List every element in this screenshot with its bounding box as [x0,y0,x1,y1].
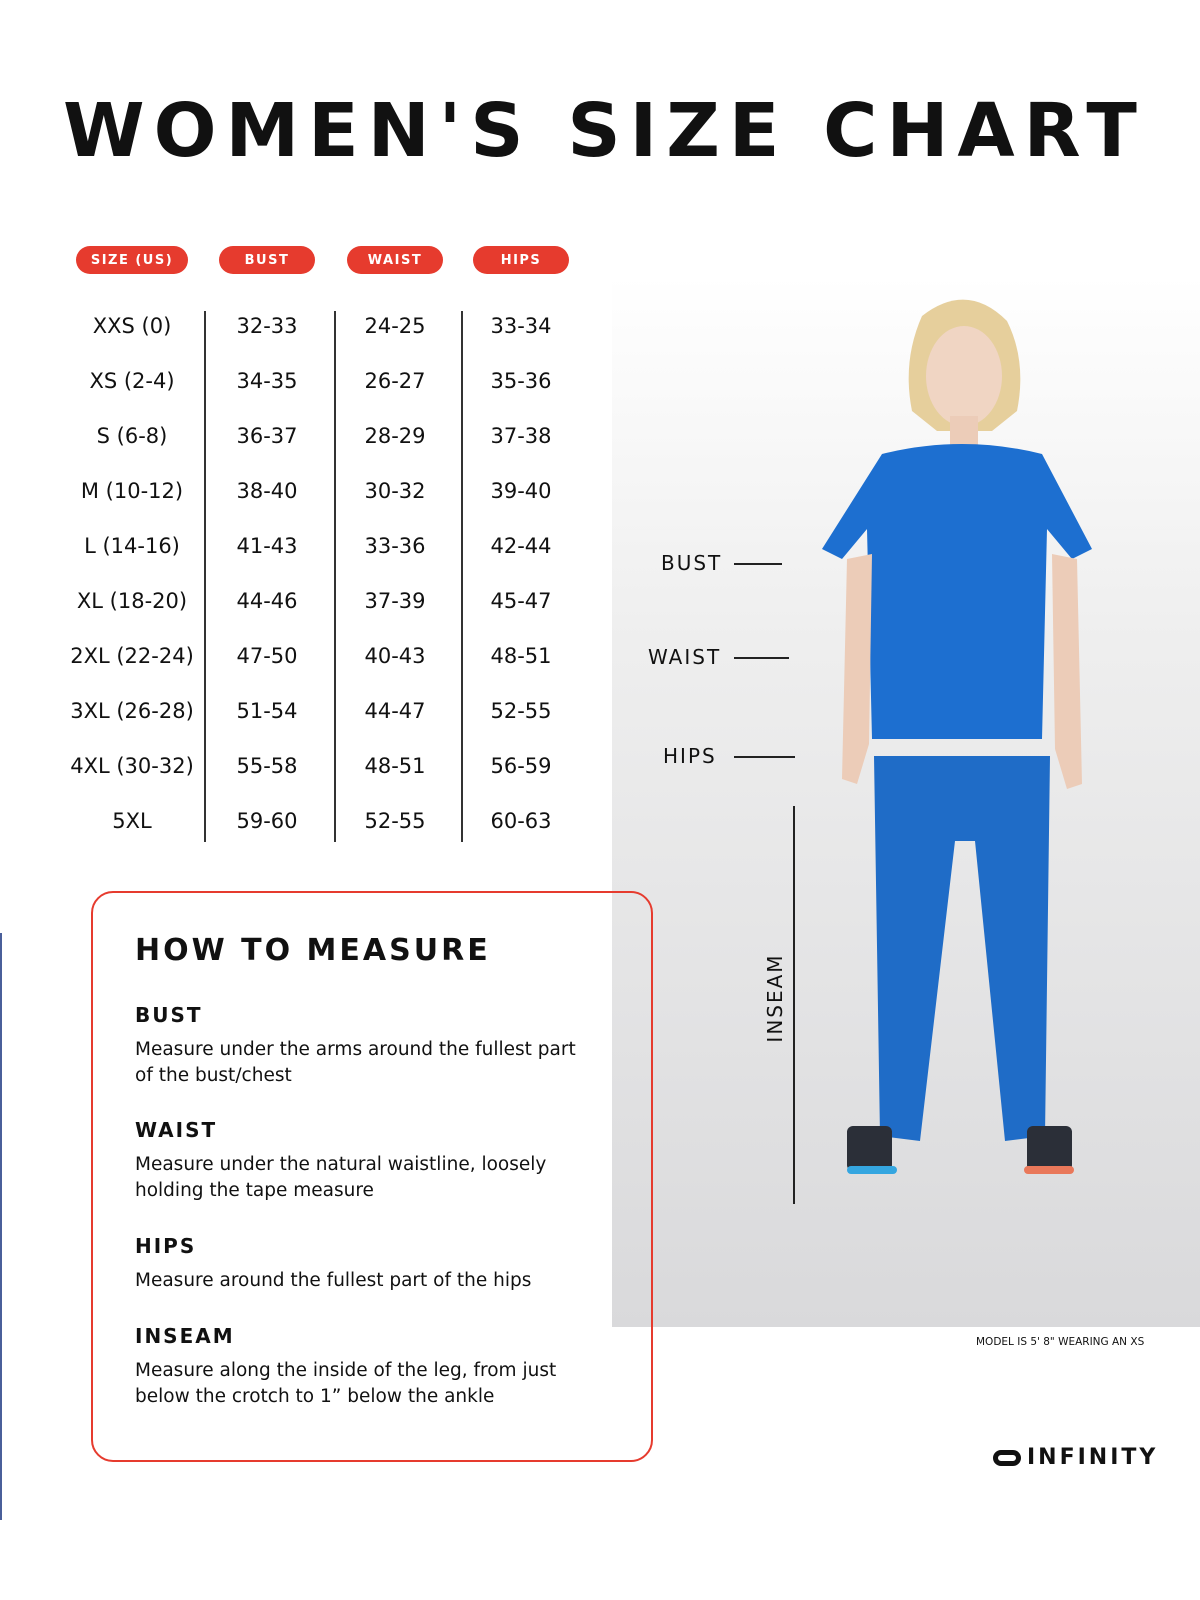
infinity-logo-icon [993,1449,1021,1466]
measurement-cell: 55-58 [236,754,298,778]
section-heading: HIPS [135,1234,197,1258]
measure-section-bust: BUST Measure under the arms around the fu… [135,1003,595,1089]
size-cell: S (6-8) [96,424,168,448]
measurement-cell: 47-50 [236,644,298,668]
measurement-cell: 44-47 [364,699,426,723]
measurement-cell: 51-54 [236,699,298,723]
section-text: Measure along the inside of the leg, fro… [135,1360,557,1407]
brand-name: INFINITY [1027,1445,1159,1470]
model-caption: MODEL IS 5' 8" WEARING AN XS [976,1336,1145,1348]
size-cell: L (14-16) [84,534,180,558]
measurement-cell: 48-51 [364,754,426,778]
measurement-cell: 32-33 [236,314,298,338]
measurement-cell: 37-39 [364,589,426,613]
size-cell: 5XL [112,809,152,833]
column-header-bust: BUST [219,246,315,274]
column-divider [204,311,206,842]
bust-line [734,563,782,565]
left-edge-line [0,933,2,1520]
size-cell: 3XL (26-28) [70,699,194,723]
waist-line [734,657,789,659]
measurement-cell: 30-32 [364,479,426,503]
how-to-measure-box: HOW TO MEASURE BUST Measure under the arm… [91,891,653,1462]
section-text: Measure around the fullest part of the h… [135,1270,532,1291]
how-to-measure-title: HOW TO MEASURE [135,933,491,968]
column-header-size-us: SIZE (US) [76,246,188,274]
section-heading: WAIST [135,1118,218,1142]
measurement-cell: 28-29 [364,424,426,448]
column-divider [461,311,463,842]
measurement-cell: 38-40 [236,479,298,503]
measure-section-waist: WAIST Measure under the natural waistline… [135,1118,595,1204]
measurement-cell: 36-37 [236,424,298,448]
measurement-cell: 33-34 [490,314,552,338]
photo-label-bust: BUST [661,551,723,575]
size-cell: XS (2-4) [89,369,175,393]
measurement-cell: 34-35 [236,369,298,393]
column-header-hips: HIPS [473,246,569,274]
size-cell: XXS (0) [92,314,172,338]
photo-label-hips: HIPS [663,744,717,768]
section-text: Measure under the arms around the fulles… [135,1039,576,1086]
measurement-cell: 48-51 [490,644,552,668]
measurement-cell: 45-47 [490,589,552,613]
measurement-cell: 40-43 [364,644,426,668]
measurement-cell: 52-55 [490,699,552,723]
measurement-cell: 37-38 [490,424,552,448]
size-cell: M (10-12) [80,479,184,503]
measurement-cell: 60-63 [490,809,552,833]
measure-section-hips: HIPS Measure around the fullest part of t… [135,1234,595,1294]
measurement-cell: 33-36 [364,534,426,558]
measurement-cell: 24-25 [364,314,426,338]
section-heading: BUST [135,1003,203,1027]
column-header-waist: WAIST [347,246,443,274]
column-divider [334,311,336,842]
inseam-line [793,806,795,1204]
size-cell: 4XL (30-32) [70,754,194,778]
size-cell: 2XL (22-24) [70,644,194,668]
hips-line [734,756,795,758]
section-heading: INSEAM [135,1324,235,1348]
measurement-cell: 44-46 [236,589,298,613]
model-photo [612,276,1200,1327]
measurement-cell: 56-59 [490,754,552,778]
measure-section-inseam: INSEAM Measure along the inside of the le… [135,1324,595,1410]
photo-label-inseam: INSEAM [763,953,787,1043]
measurement-cell: 26-27 [364,369,426,393]
measurement-cell: 41-43 [236,534,298,558]
brand-logo: INFINITY [993,1445,1158,1470]
model-figure [822,299,1092,1174]
page-title: WOMEN'S SIZE CHART [63,88,1146,174]
measurement-cell: 59-60 [236,809,298,833]
photo-label-waist: WAIST [648,645,722,669]
section-text: Measure under the natural waistline, loo… [135,1154,547,1201]
measurement-cell: 42-44 [490,534,552,558]
measurement-cell: 52-55 [364,809,426,833]
measurement-cell: 35-36 [490,369,552,393]
size-cell: XL (18-20) [76,589,188,613]
measurement-cell: 39-40 [490,479,552,503]
